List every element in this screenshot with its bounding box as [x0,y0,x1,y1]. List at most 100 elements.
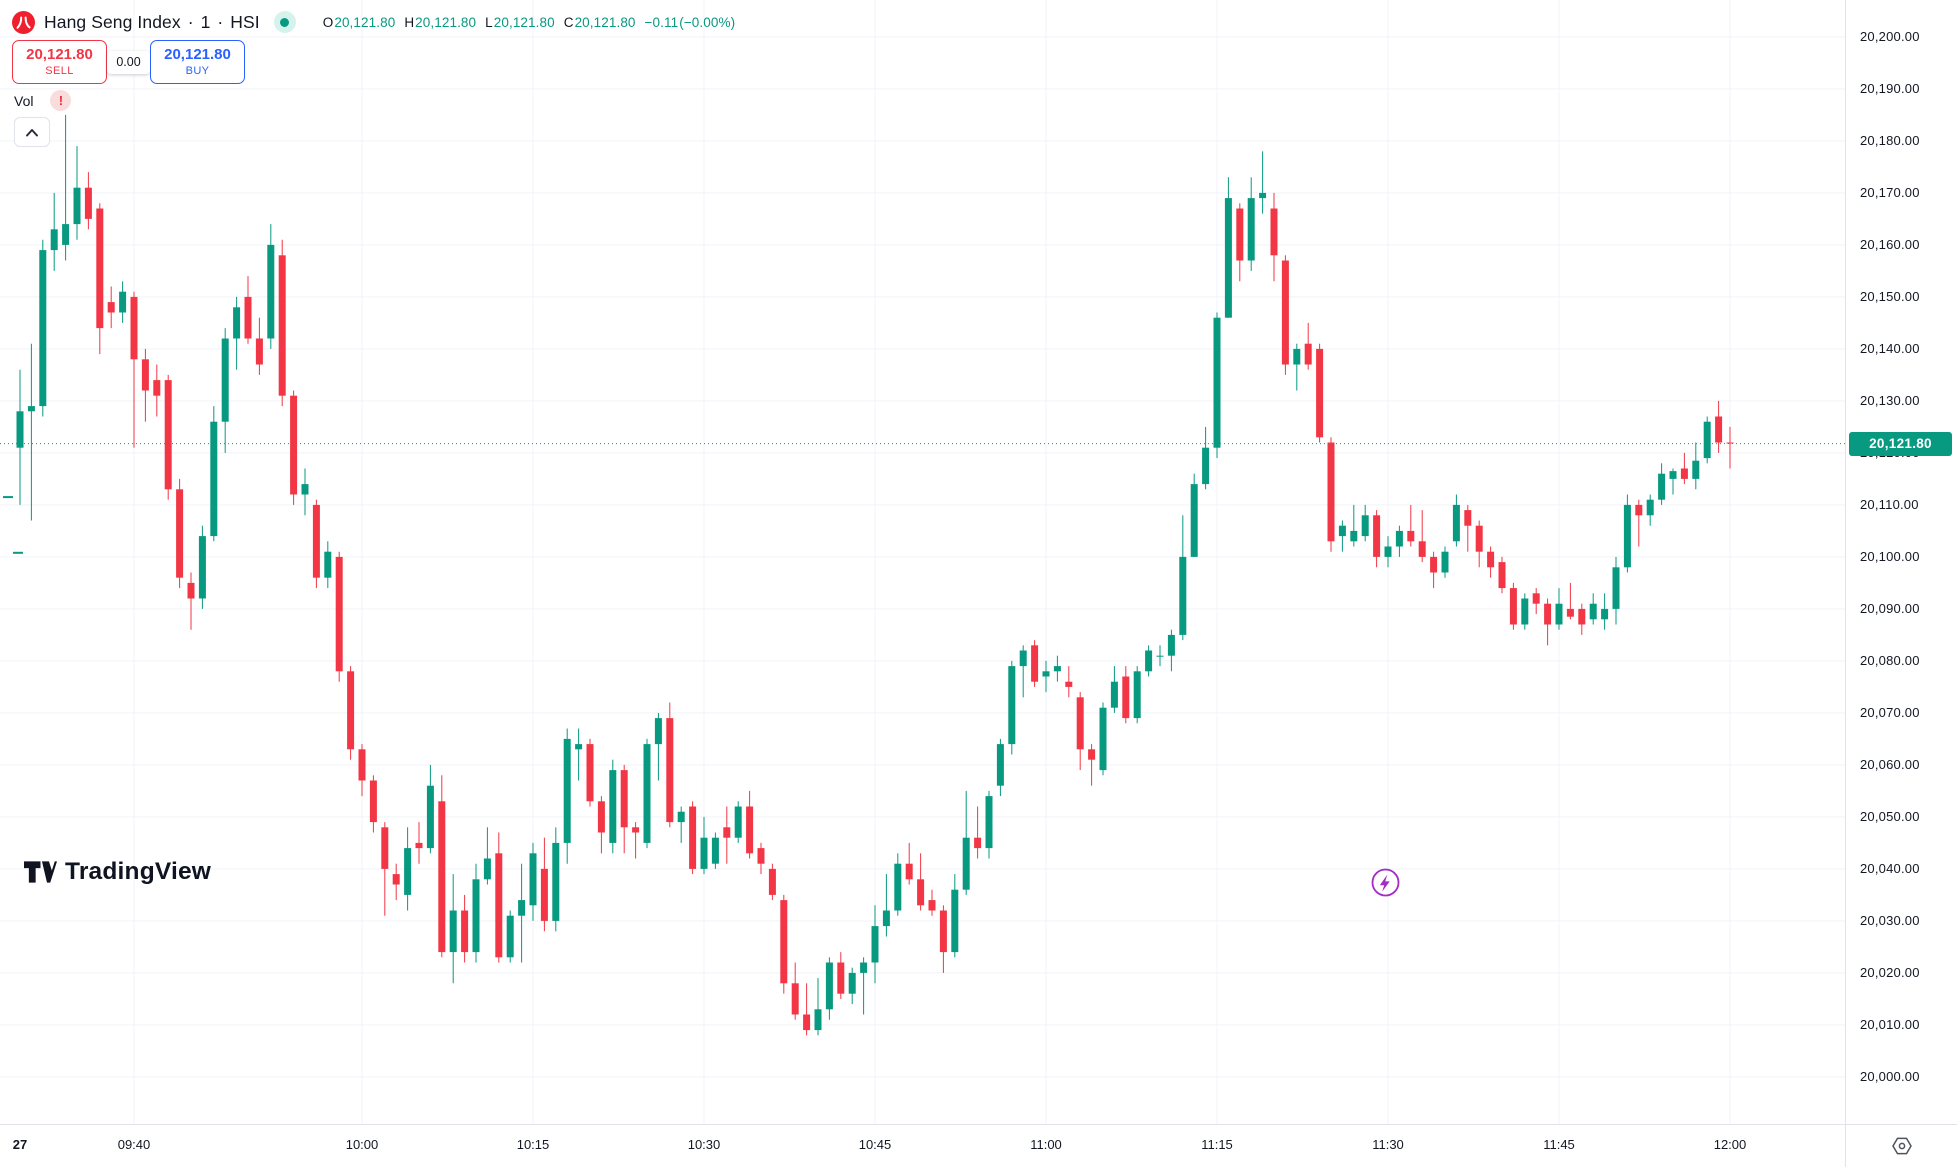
time-axis[interactable]: 27 09:40 10:00 10:15 10:30 10:45 11:00 11:15 11:… [0,1124,1957,1167]
candle [1099,702,1107,776]
candle [1407,504,1415,547]
price-axis-label: 20,020.00 [1860,964,1920,980]
candle [1327,437,1335,552]
candle [130,291,138,448]
candle [1202,426,1210,490]
open-value: 20,121.80 [334,14,396,30]
candle [347,666,355,760]
candle [381,822,389,916]
candle [529,842,537,921]
spread-value: 0.00 [107,50,150,74]
lightning-bolt-icon [1371,868,1400,897]
tradingview-logo[interactable]: TradingView [24,858,211,886]
candle [1509,582,1517,630]
candle [620,764,628,854]
candle [1612,556,1620,625]
candle [711,832,719,869]
candle [1521,593,1529,630]
close-label: C [563,14,574,30]
price-axis-label: 20,170.00 [1860,184,1920,200]
candle [495,832,503,963]
candle [96,203,104,355]
sell-label: SELL [45,65,74,77]
candle [1452,494,1460,547]
candle [233,296,241,370]
candle [1338,520,1346,552]
candle [27,343,35,521]
candle [50,192,58,271]
candle [1623,494,1631,573]
candle [1019,645,1027,698]
candle [267,224,275,349]
volume-indicator-row: Vol ! [14,90,72,111]
candle [1578,603,1586,635]
candle [176,478,184,589]
candle [632,822,640,859]
ticker[interactable]: HSI [230,11,260,32]
candle [905,842,913,885]
chart-pane[interactable] [0,0,1845,1125]
candle [1532,588,1540,615]
price-axis-label: 20,000.00 [1860,1068,1920,1084]
candle [666,702,674,828]
candle [39,239,47,417]
warning-icon[interactable]: ! [50,90,72,111]
candle [1703,416,1711,464]
candle [278,239,286,407]
candle [1589,593,1597,625]
candle [996,738,1004,797]
collapse-panel-button[interactable] [14,117,50,147]
symbol-name[interactable]: Hang Seng Index [44,11,181,32]
sell-button[interactable]: 20,121.80 SELL [12,40,107,84]
candle [848,967,856,1005]
candle [187,572,195,630]
time-axis-label: 10:30 [687,1137,721,1152]
candle [837,952,845,999]
candle [814,978,822,1036]
price-axis-label: 20,010.00 [1860,1016,1920,1032]
hsi-logo-icon[interactable] [12,10,35,34]
candle [1053,655,1061,682]
price-axis[interactable]: 20,200.00 20,190.00 20,180.00 20,170.00 20,1… [1845,0,1957,1125]
candle [882,874,890,937]
price-axis-label: 20,130.00 [1860,392,1920,408]
candle [244,276,252,344]
low-value: 20,121.80 [493,14,555,30]
volume-indicator-label[interactable]: Vol [14,92,34,109]
candle [1088,744,1096,786]
candle [1156,645,1164,667]
candlestick-chart[interactable] [0,0,1845,1125]
candle [1190,473,1198,557]
candle [1487,546,1495,578]
candle [723,806,731,864]
price-axis-label: 20,030.00 [1860,912,1920,928]
price-axis-label: 20,060.00 [1860,756,1920,772]
candle [1498,556,1506,594]
interval[interactable]: 1 [200,11,211,32]
candle [153,364,161,417]
candle [768,863,776,901]
time-axis-label: 10:45 [858,1137,892,1152]
candle [1726,426,1734,469]
tradingview-logo-text: TradingView [65,858,212,885]
candle [506,910,514,963]
buy-label: BUY [185,65,210,77]
candle [985,790,993,859]
candle [962,790,970,895]
candle [928,889,936,916]
lightning-bolt-button[interactable] [1370,867,1401,898]
buy-button[interactable]: 20,121.80 BUY [150,40,245,84]
price-axis-label: 20,150.00 [1860,288,1920,304]
candle [1361,504,1369,542]
axis-settings-icon[interactable] [1891,1135,1913,1157]
market-open-indicator-icon[interactable] [273,11,296,33]
candle [643,738,651,849]
candle [575,728,583,781]
candle [84,172,92,230]
candle [951,874,959,958]
candle [335,551,343,682]
clipped-candle-mark [13,551,23,554]
candle [1179,515,1187,641]
candle [1669,468,1677,495]
tradingview-logo-icon [24,861,57,883]
